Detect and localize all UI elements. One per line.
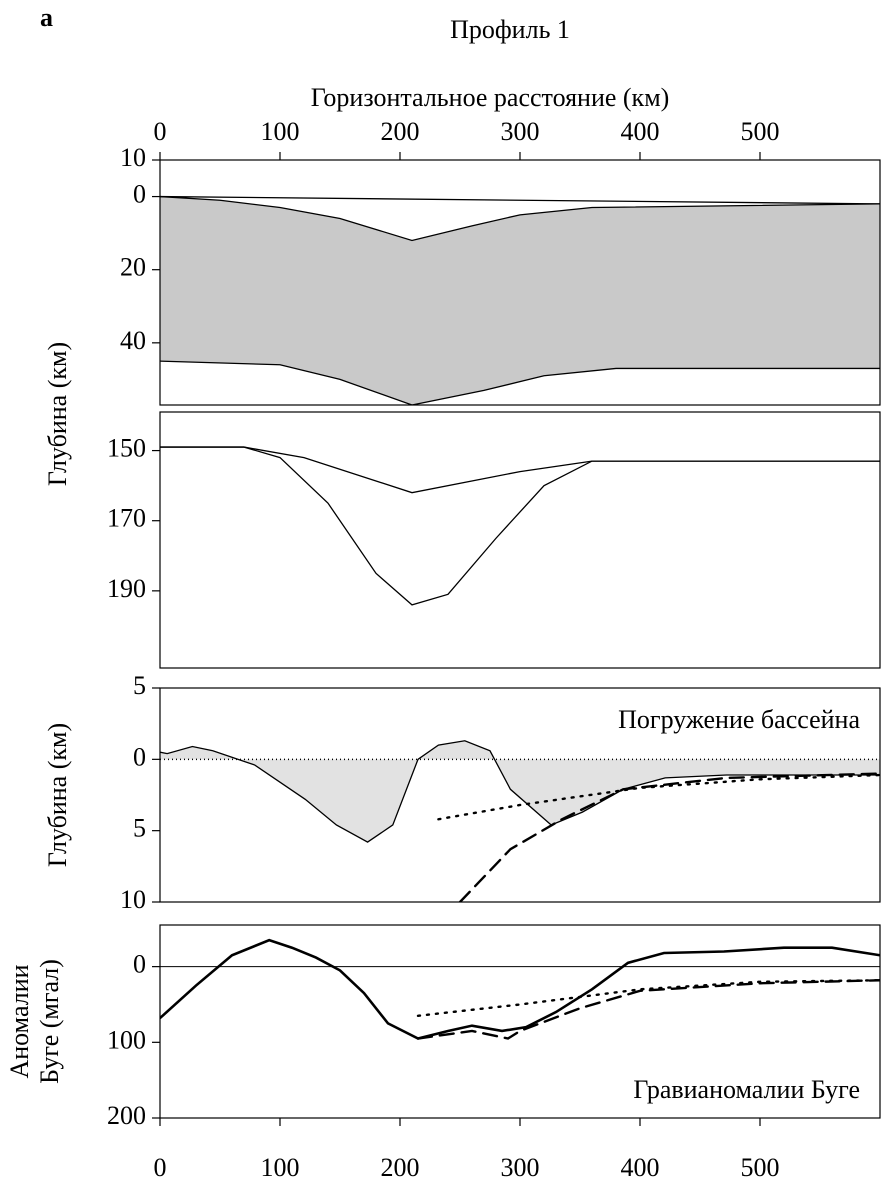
- x-tick-label: 0: [154, 117, 167, 146]
- plot-area: [160, 740, 880, 902]
- plot-area: [160, 938, 880, 1040]
- line: [416, 979, 880, 1040]
- plot-frame: [159, 687, 881, 903]
- line: [416, 979, 880, 1018]
- line: [437, 773, 880, 821]
- annotation: Погружение бассейна: [618, 705, 860, 734]
- x-tick-label: 200: [381, 117, 420, 146]
- line: [160, 446, 880, 606]
- y-tick-label: 0: [133, 950, 146, 979]
- plot-frame: [159, 411, 881, 669]
- figure-title: Профиль 1: [450, 15, 570, 44]
- x-tick-label: 300: [501, 117, 540, 146]
- y-tick-label: 150: [107, 434, 146, 463]
- x-tick-label: 100: [261, 117, 300, 146]
- line: [160, 195, 880, 242]
- y-axis-label: Аномалии: [5, 964, 34, 1078]
- y-tick-label: 5: [133, 671, 146, 700]
- x-tick-label: 200: [381, 1153, 420, 1182]
- x-tick-label: 300: [501, 1153, 540, 1182]
- y-axis-label: Глубина (км): [43, 342, 72, 486]
- x-tick-label: 100: [261, 1153, 300, 1182]
- y-tick-label: 10: [120, 885, 146, 914]
- y-axis-label: Глубина (км): [43, 723, 72, 867]
- y-tick-label: 40: [120, 326, 146, 355]
- y-tick-label: 20: [120, 253, 146, 282]
- y-tick-label: 100: [107, 1025, 146, 1054]
- y-tick-label: 190: [107, 574, 146, 603]
- line: [160, 195, 880, 205]
- x-axis-label: Горизонтальное расстояние (км): [311, 83, 670, 112]
- y-tick-label: 0: [133, 180, 146, 209]
- y-tick-label: 0: [133, 742, 146, 771]
- fill-area: [160, 196, 880, 405]
- line: [160, 938, 880, 1040]
- x-tick-label: 400: [621, 1153, 660, 1182]
- x-tick-label: 0: [154, 1153, 167, 1182]
- x-tick-label: 400: [621, 117, 660, 146]
- line: [160, 360, 880, 405]
- y-tick-label: 200: [107, 1101, 146, 1130]
- y-tick-label: 170: [107, 504, 146, 533]
- y-axis-label: Буге (мгал): [35, 959, 64, 1084]
- plot-area: [160, 446, 880, 606]
- x-tick-label: 500: [741, 117, 780, 146]
- x-tick-label: 500: [741, 1153, 780, 1182]
- plot-area: [160, 195, 880, 405]
- panel-label: а: [40, 3, 53, 32]
- annotation: Гравианомалии Буге: [633, 1075, 860, 1104]
- line: [160, 740, 880, 843]
- fill-area: [160, 740, 880, 843]
- line: [458, 772, 880, 902]
- y-tick-label: 5: [133, 814, 146, 843]
- y-tick-label: 10: [120, 143, 146, 172]
